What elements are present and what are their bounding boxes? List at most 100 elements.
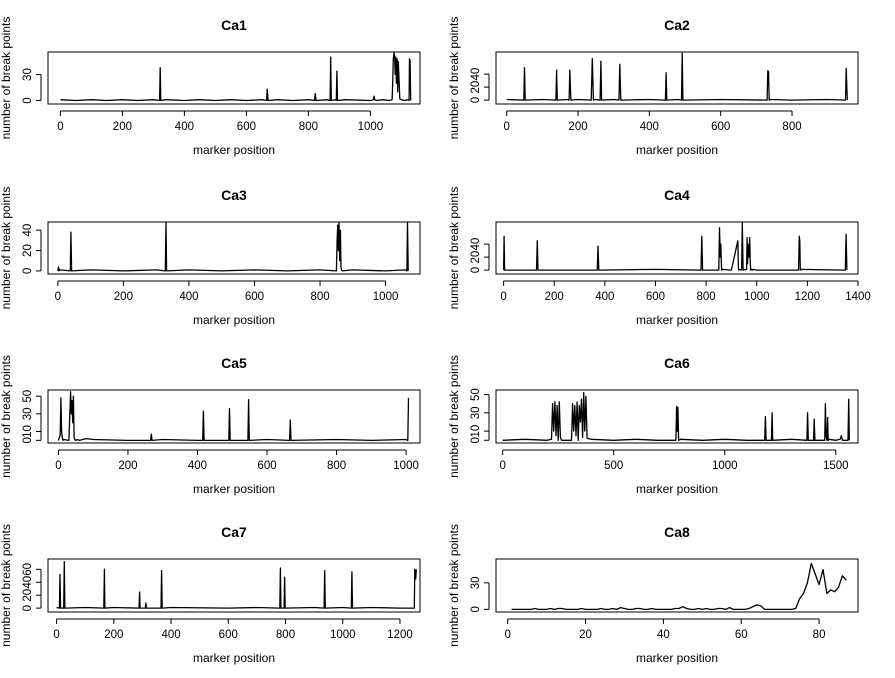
y-tick-label: 60: [22, 563, 34, 576]
y-tick-label: 30: [22, 407, 34, 420]
x-tick-label: 200: [113, 121, 132, 133]
series-line: [56, 560, 417, 609]
y-tick-label: 0: [470, 267, 482, 273]
x-axis: 0 200 400 600 800 1000 1200: [53, 618, 413, 641]
panel-title: Ca3: [221, 187, 247, 203]
x-tick-label: 500: [604, 460, 623, 472]
y-tick-label: 10: [22, 425, 34, 438]
y-tick-label: 20: [470, 251, 482, 264]
plot-frame: [495, 221, 859, 275]
panel-title: Ca5: [221, 355, 247, 371]
y-axis: 0 30: [22, 68, 42, 104]
y-tick-label: 30: [22, 68, 34, 81]
x-tick-label: 1200: [387, 629, 413, 641]
series-line: [502, 392, 850, 441]
x-tick-label: 1000: [712, 460, 738, 472]
y-axis-label: number of break points: [447, 355, 461, 478]
y-axis-label: number of break points: [447, 524, 461, 647]
x-axis: 0 200 400 600 800 1000: [55, 449, 419, 472]
x-tick-label: 1000: [393, 460, 419, 472]
y-tick-label: 0: [470, 437, 482, 443]
x-tick-label: 400: [179, 291, 198, 303]
panel-title: Ca1: [221, 17, 247, 33]
x-tick-label: 0: [499, 460, 505, 472]
plot-frame: [495, 558, 859, 613]
x-axis-label: marker position: [636, 313, 718, 327]
y-axis: 0 30: [470, 576, 490, 613]
y-axis-label: number of break points: [0, 187, 13, 310]
y-tick-label: 0: [22, 268, 34, 274]
y-tick-label: 40: [22, 224, 34, 237]
x-tick-label: 600: [711, 121, 730, 133]
x-tick-label: 1000: [373, 291, 399, 303]
panel-title: Ca6: [664, 355, 690, 371]
y-axis: 010 30 50: [22, 390, 42, 444]
x-axis-label: marker position: [636, 143, 718, 157]
series-line: [57, 391, 410, 442]
y-tick-label: 40: [470, 238, 482, 251]
panel-title: Ca8: [664, 524, 690, 540]
y-tick-label: 20: [470, 81, 482, 94]
x-axis-label: marker position: [636, 651, 718, 665]
y-tick-label: 30: [470, 576, 482, 589]
plot-frame: [47, 389, 421, 444]
x-tick-label: 0: [53, 629, 59, 641]
y-tick-label: 0: [470, 606, 482, 612]
plot-frame: [47, 221, 421, 275]
x-tick-label: 200: [568, 121, 587, 133]
panel-ca8: Ca8 0 20 40 60 80 marker position 0 30 number of …: [447, 524, 859, 665]
y-tick-label: 20: [22, 589, 34, 602]
x-tick-label: 80: [813, 629, 826, 641]
x-axis-label: marker position: [193, 143, 275, 157]
y-tick-label: 40: [22, 576, 34, 589]
x-tick-label: 0: [55, 291, 61, 303]
x-axis: 0 20 40 60 80: [504, 618, 826, 641]
x-tick-label: 40: [657, 629, 670, 641]
x-tick-label: 0: [503, 121, 509, 133]
x-tick-label: 800: [782, 121, 801, 133]
plot-frame: [47, 51, 421, 105]
x-axis-label: marker position: [193, 651, 275, 665]
x-tick-label: 800: [697, 291, 716, 303]
series-line: [60, 52, 412, 102]
y-tick-label: 0: [22, 605, 34, 611]
panel-ca1: Ca1 0 200 400 600 800 1000 marker position 0 30 nu…: [0, 17, 421, 157]
y-axis-label: number of break points: [447, 187, 461, 310]
y-tick-label: 40: [470, 68, 482, 81]
x-axis: 0 200 400 600 800 1000 1200 1400: [500, 280, 871, 303]
panel-title: Ca7: [221, 524, 247, 540]
y-tick-label: 10: [470, 425, 482, 438]
x-tick-label: 600: [219, 629, 238, 641]
y-tick-label: 0: [470, 97, 482, 103]
series-line: [506, 52, 848, 101]
y-tick-label: 0: [22, 97, 34, 103]
x-tick-label: 1000: [744, 291, 770, 303]
x-axis: 0 500 1000 1500: [499, 449, 849, 472]
y-axis-label: number of break points: [447, 17, 461, 140]
panel-title: Ca2: [664, 17, 690, 33]
y-tick-label: 30: [470, 406, 482, 419]
x-tick-label: 0: [57, 121, 63, 133]
x-tick-label: 0: [500, 291, 506, 303]
x-tick-label: 1000: [330, 629, 356, 641]
y-axis: 010 30 50: [470, 388, 490, 443]
x-tick-label: 1400: [845, 291, 871, 303]
y-tick-label: 50: [470, 388, 482, 401]
x-tick-label: 400: [188, 460, 207, 472]
plot-frame: [495, 389, 859, 444]
y-tick-label: 50: [22, 390, 34, 403]
x-axis: 0 200 400 600 800 1000: [55, 280, 399, 303]
x-tick-label: 200: [104, 629, 123, 641]
x-tick-label: 600: [646, 291, 665, 303]
x-tick-label: 400: [640, 121, 659, 133]
x-axis: 0 200 400 600 800: [503, 110, 802, 133]
